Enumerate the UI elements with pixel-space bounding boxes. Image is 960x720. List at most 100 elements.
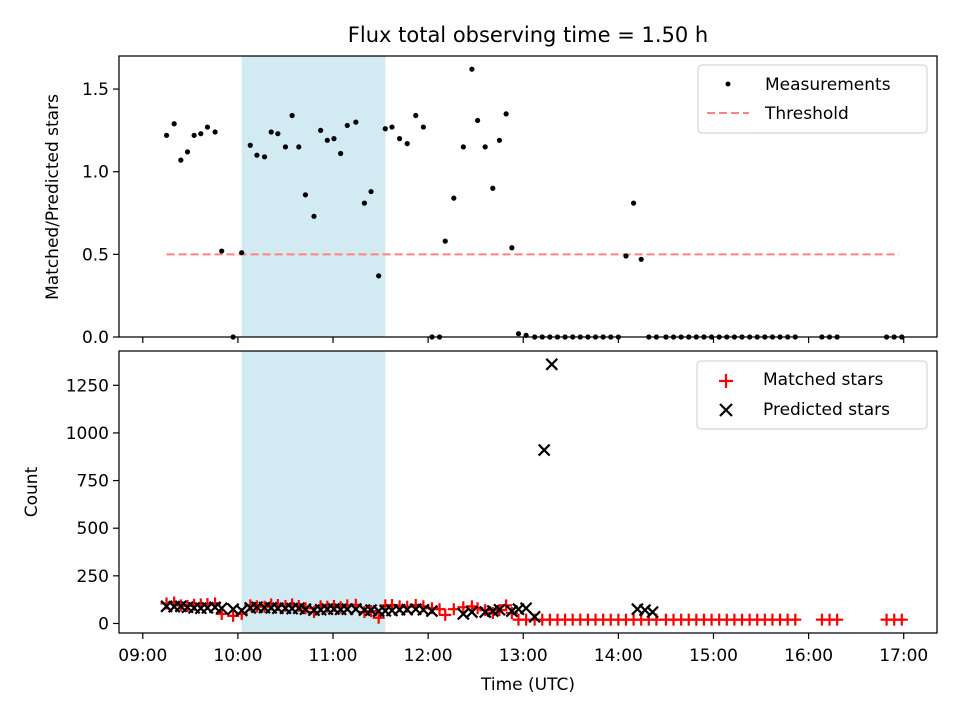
measurement-point xyxy=(451,195,457,201)
predicted-marker-b xyxy=(528,610,541,624)
measurement-point xyxy=(490,185,496,191)
predicted-star-point xyxy=(638,603,652,617)
measurement-point xyxy=(469,66,475,72)
measurement-point xyxy=(420,124,426,130)
measurement-point xyxy=(184,149,191,155)
predicted-star-point xyxy=(425,604,439,618)
measurement-point xyxy=(382,126,388,132)
measurement-point xyxy=(275,131,281,137)
y-tick-label: 0.5 xyxy=(82,245,109,265)
predicted-star-point xyxy=(528,610,541,624)
bottom-legend-box xyxy=(696,360,928,430)
measurement-point xyxy=(254,152,260,158)
top-y-ticks: 0.0 0.5 1.0 1.5 xyxy=(82,80,119,348)
measurement-point xyxy=(460,144,466,150)
measurement-point xyxy=(404,141,410,147)
matched-star-point xyxy=(215,607,228,620)
predicted-marker-b xyxy=(465,605,479,619)
predicted-star-point xyxy=(215,601,229,615)
measurement-point xyxy=(302,192,309,198)
matched-star-point xyxy=(500,599,513,612)
x-tick-label: 16:00 xyxy=(784,646,833,666)
x-tick-label: 14:00 xyxy=(594,646,643,666)
predicted-marker-b xyxy=(545,358,559,371)
predicted-marker-b xyxy=(646,605,659,619)
measurement-point xyxy=(389,124,395,130)
top-x-ticks xyxy=(142,337,905,343)
predicted-marker-b xyxy=(425,604,439,618)
bottom-y-axis-label: Count xyxy=(22,466,42,517)
measurement-point xyxy=(338,150,344,157)
measurement-point xyxy=(163,132,170,138)
matched-star-point xyxy=(465,600,478,613)
top-y-axis-label: Matched/Predicted stars xyxy=(43,94,63,300)
x-tick-label: 12:00 xyxy=(404,646,453,666)
bottom-panel: 0 250 500 750 1000 1250 09:00 10:00 11:00 12:00 1… xyxy=(22,350,938,695)
predicted-marker-b xyxy=(174,600,188,613)
measurement-point xyxy=(623,253,629,259)
predicted-star-points xyxy=(160,358,659,624)
predicted-star-point xyxy=(646,605,659,619)
measurement-point xyxy=(630,200,637,206)
measurement-point xyxy=(311,213,317,219)
measurement-point xyxy=(376,273,382,279)
measurement-point xyxy=(474,117,481,124)
matched-star-point xyxy=(831,613,844,626)
x-tick-label: 11:00 xyxy=(309,646,358,666)
measurement-point xyxy=(198,131,204,137)
legend-predicted-label: Predicted stars xyxy=(763,400,890,420)
predicted-marker-b xyxy=(457,607,470,621)
measurement-point xyxy=(638,256,644,262)
y-tick-label: 750 xyxy=(77,472,109,492)
predicted-marker-b xyxy=(638,603,652,617)
legend-measurements-label: Measurements xyxy=(765,75,891,95)
measurement-point xyxy=(442,238,448,244)
matched-star-point xyxy=(439,608,452,621)
x-tick-label: 17:00 xyxy=(879,646,928,666)
measurement-point xyxy=(344,122,350,129)
bottom-x-ticks: 09:00 10:00 11:00 12:00 13:00 14:00 15:00 16:00… xyxy=(118,633,928,666)
matched-star-point xyxy=(789,613,802,626)
measurement-point xyxy=(353,119,359,125)
predicted-marker-b xyxy=(235,604,248,617)
measurement-point xyxy=(496,137,503,143)
top-axes-frame xyxy=(118,55,938,338)
measurement-point xyxy=(219,248,225,254)
measurement-point xyxy=(318,127,324,133)
x-tick-label: 15:00 xyxy=(689,646,738,666)
matched-star-point xyxy=(895,613,908,626)
legend-matched-marker xyxy=(719,374,733,388)
bottom-y-ticks: 0 250 500 750 1000 1250 xyxy=(66,376,119,634)
y-tick-label: 1.5 xyxy=(82,80,109,100)
top-legend-box xyxy=(697,64,928,134)
measurement-point xyxy=(361,200,367,206)
predicted-marker-b xyxy=(215,601,229,615)
predicted-marker-b xyxy=(537,443,551,457)
measurement-point xyxy=(368,188,374,195)
y-tick-label: 0 xyxy=(98,614,109,634)
top-panel: 0.0 0.5 1.0 1.5 Matched/Predicted stars Mea… xyxy=(43,55,938,348)
highlight-span-top xyxy=(241,56,386,337)
measurement-point xyxy=(247,142,253,148)
x-tick-label: 10:00 xyxy=(213,646,262,666)
y-tick-label: 1.0 xyxy=(82,163,109,183)
matched-star-point xyxy=(372,611,385,624)
measurement-point xyxy=(396,136,403,142)
x-axis-label: Time (UTC) xyxy=(480,675,575,695)
bottom-axes-frame xyxy=(118,350,938,634)
bottom-legend: Matched stars Predicted stars xyxy=(696,360,928,430)
predicted-marker-b xyxy=(400,603,414,616)
legend-threshold-label: Threshold xyxy=(764,104,849,124)
predicted-marker-b xyxy=(519,601,533,615)
y-tick-label: 250 xyxy=(77,567,109,587)
y-tick-label: 0.0 xyxy=(82,328,109,348)
measurement-point xyxy=(296,144,302,150)
measurement-point xyxy=(191,132,197,138)
legend-matched-label: Matched stars xyxy=(763,370,883,390)
measurement-point xyxy=(509,245,515,251)
measurement-point xyxy=(413,112,419,119)
predicted-marker-b xyxy=(292,601,306,615)
chart-title: Flux total observing time = 1.50 h xyxy=(348,23,708,47)
top-legend: Measurements Threshold xyxy=(697,64,928,134)
